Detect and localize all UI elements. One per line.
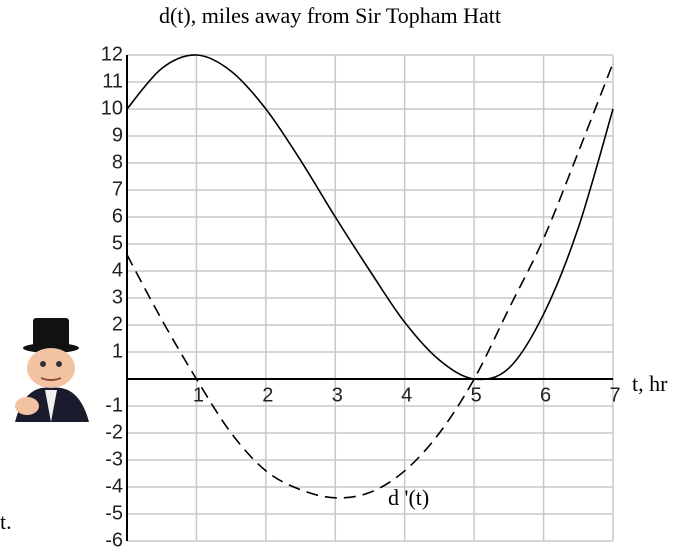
x-tick-label: 3 (332, 384, 343, 406)
y-tick-label: -4 (105, 475, 123, 497)
cut-off-text: t. (0, 509, 12, 534)
chart-title: d(t), miles away from Sir Topham Hatt (159, 3, 501, 28)
x-tick-label: 4 (401, 384, 412, 406)
x-tick-label: 2 (262, 384, 273, 406)
y-tick-label: -5 (105, 502, 123, 524)
y-tick-label: -6 (105, 529, 123, 551)
y-tick-label: 9 (112, 124, 123, 146)
y-tick-label: 4 (112, 259, 123, 281)
y-tick-label: 3 (112, 286, 123, 308)
y-tick-label: 7 (112, 178, 123, 200)
y-tick-label: 11 (102, 70, 123, 92)
data-line (126, 62, 614, 499)
data-line (126, 54, 614, 381)
y-tick-label: 12 (101, 43, 123, 65)
y-tick-label: 6 (112, 205, 123, 227)
y-tick-label: -2 (105, 421, 123, 443)
y-tick-label: 2 (112, 313, 123, 335)
x-tick-label: 5 (471, 384, 482, 406)
x-tick-label: 1 (193, 384, 204, 406)
x-tick-label: 7 (609, 384, 620, 406)
y-tick-label: 10 (101, 97, 123, 119)
y-tick-label: 1 (112, 340, 123, 362)
y-tick-label: 5 (112, 232, 123, 254)
character-illustration (15, 318, 89, 422)
curve-annotation: d '(t) (388, 485, 429, 510)
x-axis-label: t, hr (632, 371, 668, 396)
y-tick-label: 8 (112, 151, 123, 173)
y-tick-label: -3 (105, 448, 123, 470)
x-tick-label: 6 (540, 384, 551, 406)
y-tick-label: -1 (105, 394, 123, 416)
